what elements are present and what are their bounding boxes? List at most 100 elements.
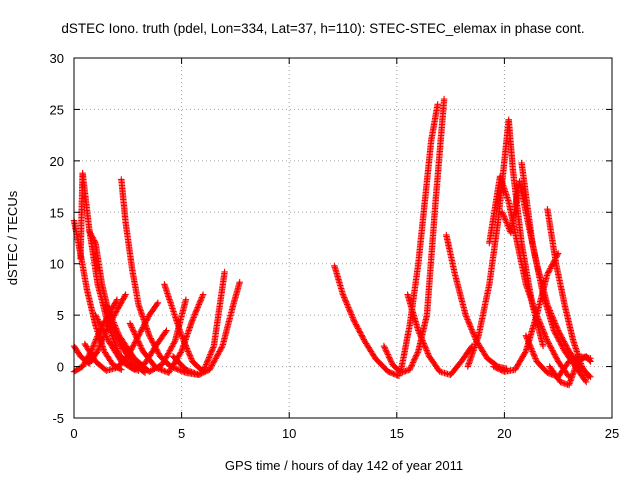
data-point (540, 329, 548, 336)
data-point (193, 307, 200, 314)
data-point (93, 334, 100, 342)
data-point (155, 350, 162, 357)
data-point (166, 296, 173, 303)
data-point (493, 364, 500, 372)
data-point (87, 230, 94, 237)
data-point (108, 314, 115, 322)
data-point (189, 315, 197, 323)
data-point (95, 317, 102, 325)
data-point (129, 343, 136, 350)
data-point (165, 350, 172, 357)
data-point (137, 342, 144, 349)
data-point (189, 317, 196, 324)
data-point (102, 331, 109, 339)
data-point (184, 367, 191, 374)
data-point (410, 357, 417, 365)
data-point (111, 322, 119, 329)
data-point (569, 356, 577, 363)
data-point (94, 331, 102, 339)
data-point (465, 360, 472, 367)
data-point (131, 331, 139, 338)
data-point (409, 359, 417, 366)
data-point (552, 354, 560, 361)
data-point (107, 311, 114, 319)
data-point (524, 336, 531, 344)
data-point (128, 322, 135, 330)
data-point (349, 314, 356, 321)
data-point (355, 326, 362, 334)
data-point (174, 320, 181, 327)
data-point (90, 237, 98, 244)
data-point (136, 341, 143, 348)
data-track (397, 101, 441, 373)
data-point (103, 301, 110, 309)
data-point (99, 326, 106, 333)
data-point (182, 341, 189, 348)
data-point (137, 343, 145, 351)
data-point (539, 342, 547, 350)
data-track (169, 279, 243, 378)
data-point (356, 328, 363, 335)
data-point (111, 320, 118, 328)
data-point (462, 311, 469, 319)
data-point (526, 341, 533, 348)
data-point (135, 338, 142, 345)
data-point (382, 345, 389, 352)
data-point (147, 335, 154, 342)
data-point (490, 363, 497, 370)
data-point (559, 343, 566, 351)
data-point (537, 320, 544, 327)
data-point (214, 351, 222, 358)
data-point (188, 368, 195, 376)
data-point (411, 355, 419, 362)
x-tick-label: 0 (70, 426, 77, 441)
data-point (86, 229, 93, 236)
data-point (112, 325, 120, 332)
data-point (175, 366, 183, 374)
data-point (415, 327, 422, 334)
data-point (523, 333, 530, 341)
data-point (528, 345, 535, 352)
data-point (532, 355, 539, 362)
data-point (383, 348, 390, 355)
data-point (93, 313, 100, 320)
data-point (527, 295, 535, 303)
data-point (193, 305, 201, 313)
data-point (104, 306, 112, 313)
data-point (187, 353, 194, 361)
data-point (388, 358, 395, 365)
x-tick-label: 25 (605, 426, 619, 441)
data-point (542, 333, 549, 340)
data-point (498, 367, 505, 374)
data-point (348, 311, 355, 318)
data-point (503, 219, 510, 226)
data-point (202, 361, 210, 368)
data-point (109, 317, 117, 325)
data-point (407, 363, 415, 370)
data-point (384, 349, 391, 357)
data-point (552, 331, 560, 338)
data-point (544, 369, 551, 376)
data-point (463, 314, 471, 322)
data-point (204, 358, 211, 365)
data-point (94, 347, 101, 355)
data-point (158, 366, 165, 374)
data-point (467, 324, 475, 332)
data-point (201, 364, 209, 371)
data-point (204, 357, 212, 364)
data-point (545, 339, 552, 346)
data-point (502, 216, 509, 223)
data-point (190, 314, 197, 321)
data-point (341, 294, 348, 301)
data-point (468, 326, 475, 333)
y-tick-label: -5 (52, 411, 64, 426)
data-point (180, 336, 187, 344)
data-point (163, 327, 170, 334)
data-track (544, 206, 592, 381)
grid (74, 58, 612, 418)
data-point (214, 352, 221, 359)
data-point (135, 364, 142, 371)
data-point (93, 349, 100, 356)
data-point (195, 302, 202, 310)
data-point (195, 301, 203, 308)
